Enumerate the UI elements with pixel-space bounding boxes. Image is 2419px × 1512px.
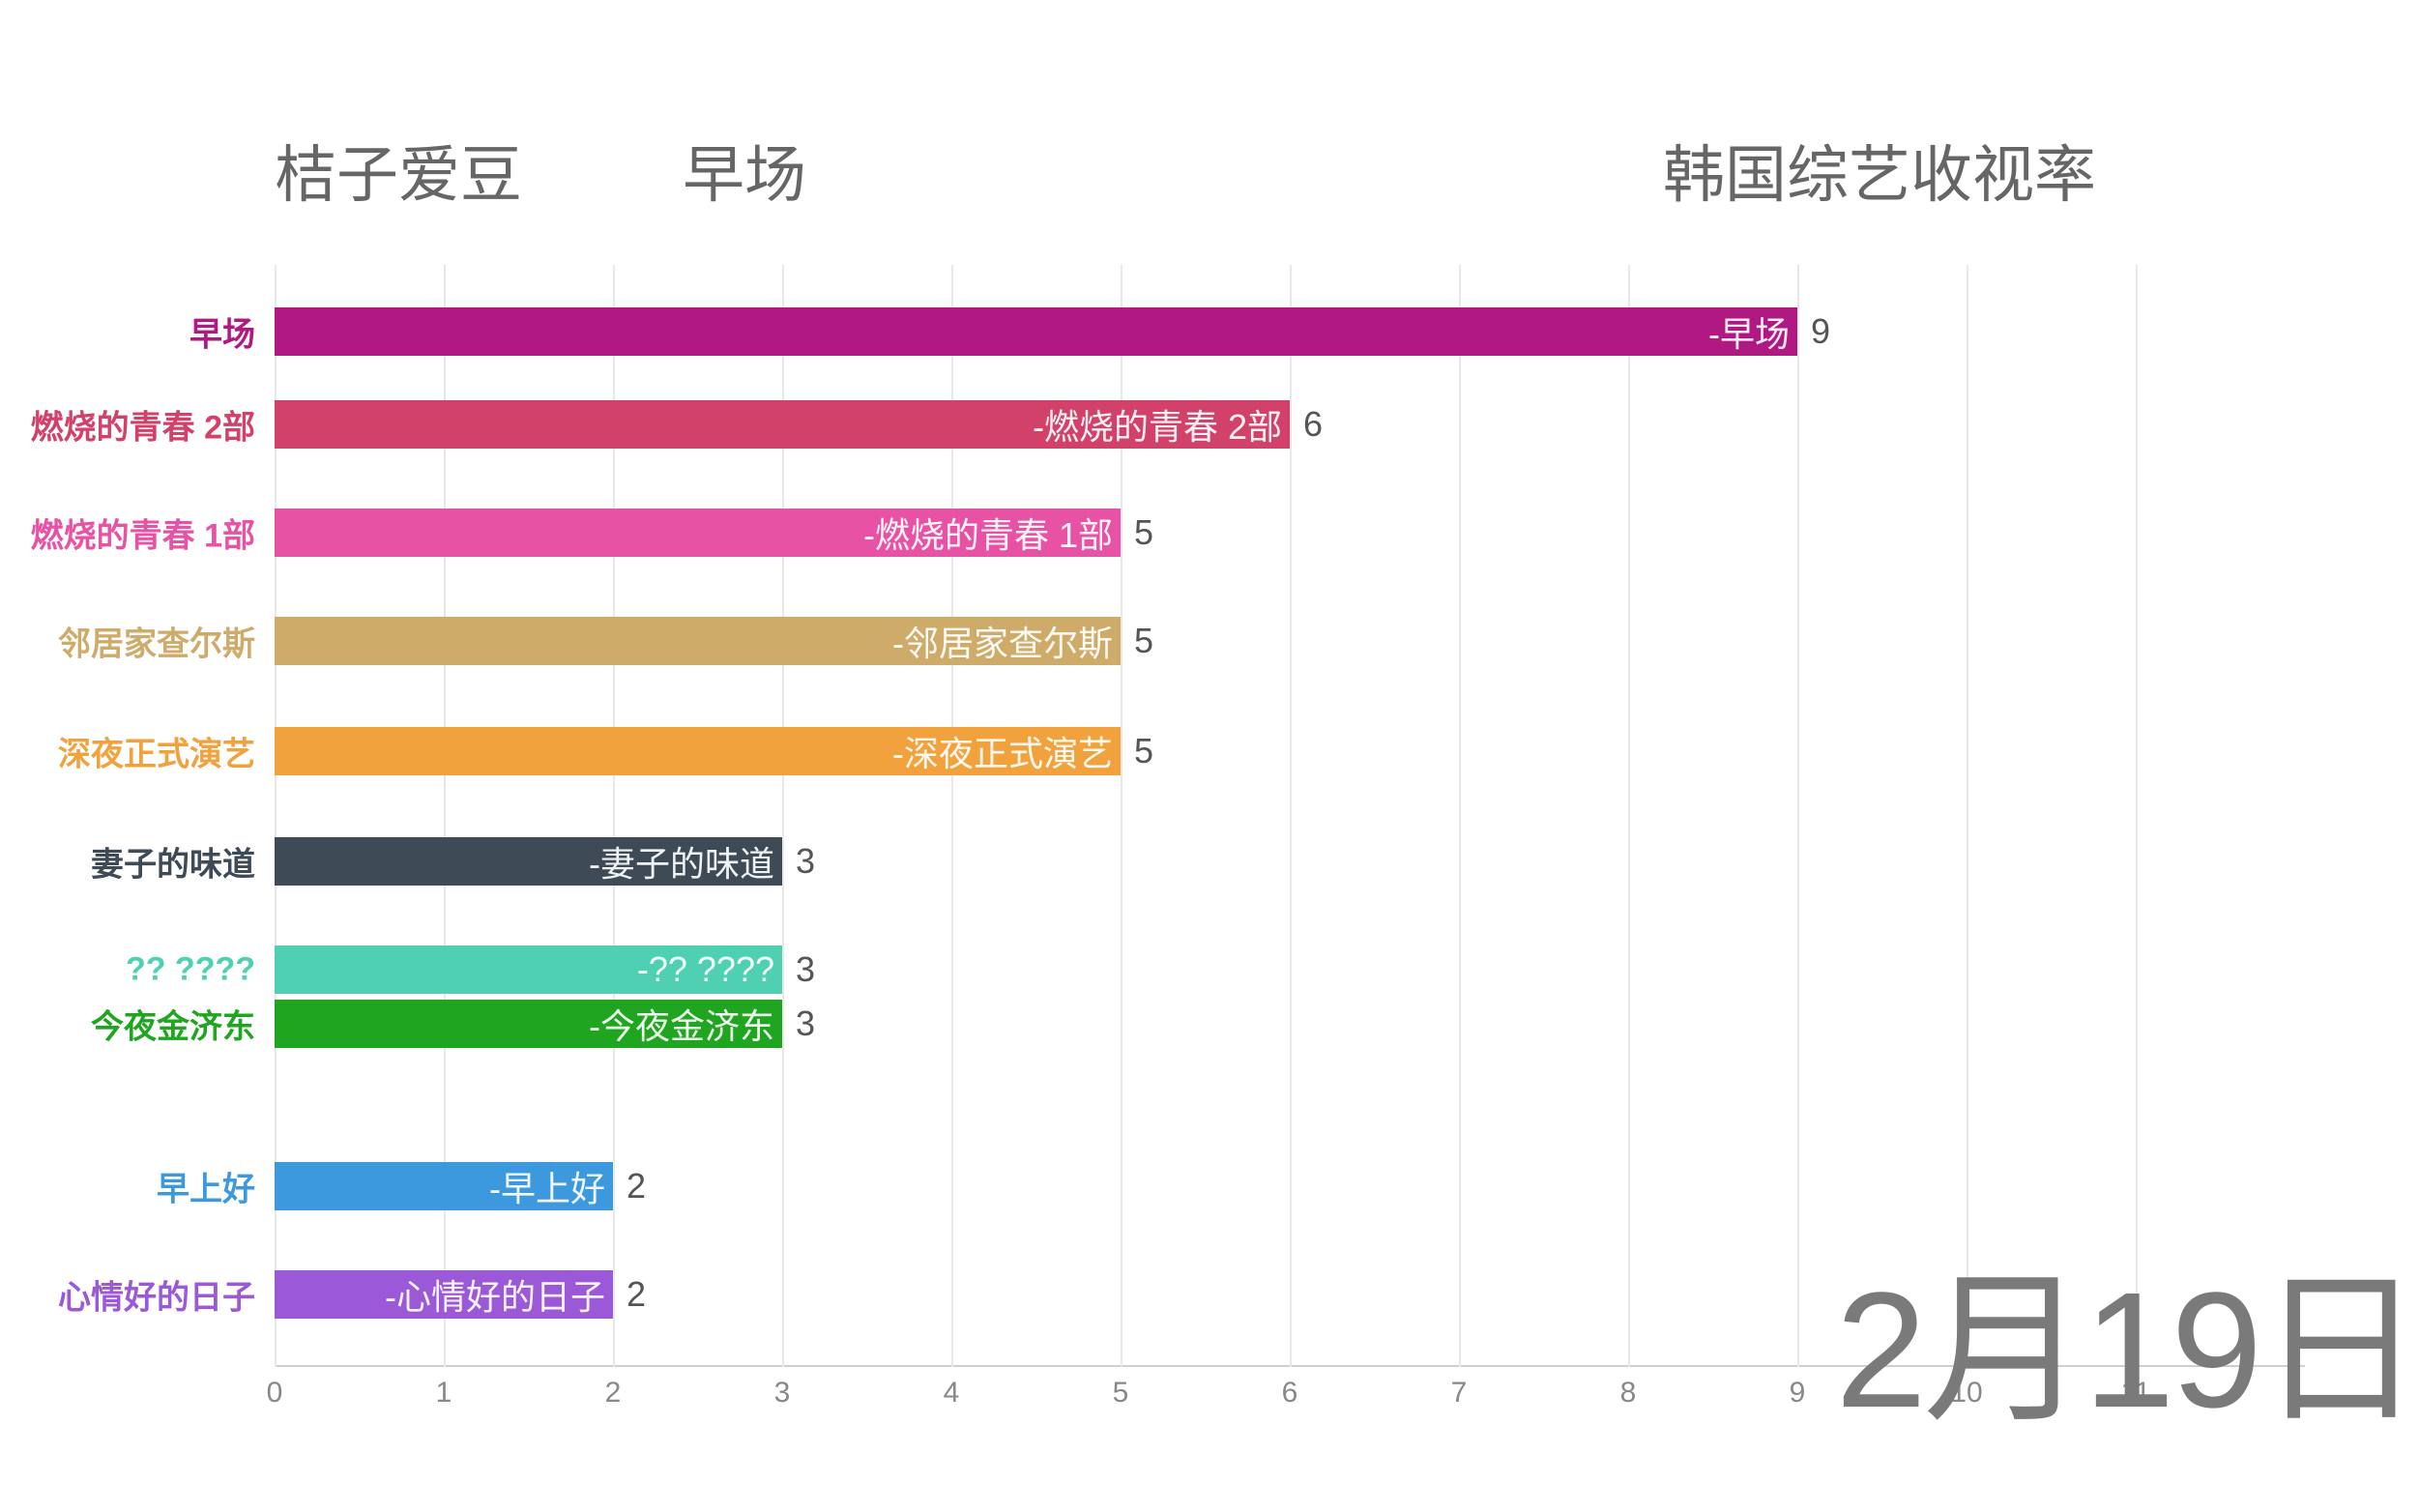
x-tick-label: 4 — [944, 1377, 960, 1410]
date-watermark: 2月19日 — [1835, 1216, 2419, 1454]
header-center: 早场 — [683, 126, 806, 215]
x-tick-label: 2 — [605, 1377, 622, 1410]
bar-category-label: 早场 — [189, 308, 255, 356]
bar-category-label: 燃烧的青春 1部 — [31, 509, 255, 557]
header-right: 韩国综艺收视率 — [1663, 126, 2096, 215]
gridline — [1628, 265, 1630, 1367]
x-tick-label: 6 — [1282, 1377, 1298, 1410]
bar-inner-label: -燃烧的青春 2部 — [1033, 399, 1282, 450]
gridline — [2136, 265, 2138, 1367]
bar: -邻居家查尔斯 — [275, 617, 1121, 665]
bar-value-label: 5 — [1134, 621, 1153, 661]
bar: -今夜金济东 — [275, 1000, 782, 1048]
bar-value-label: 6 — [1303, 404, 1323, 445]
bar-category-label: 今夜金济东 — [91, 1001, 255, 1048]
x-tick-label: 1 — [436, 1377, 452, 1410]
bar: -早场 — [275, 307, 1797, 356]
gridline — [1797, 265, 1799, 1367]
bar-value-label: 5 — [1134, 512, 1153, 553]
bar-inner-label: -今夜金济东 — [589, 999, 774, 1049]
bar-value-label: 9 — [1811, 311, 1830, 352]
x-tick-label: 9 — [1790, 1377, 1806, 1410]
header-brand: 桔子爱豆 — [275, 126, 522, 215]
bar-value-label: 2 — [627, 1166, 646, 1207]
bar-inner-label: -早上好 — [489, 1161, 605, 1211]
bar: -妻子的味道 — [275, 837, 782, 886]
bar-category-label: 深夜正式演艺 — [58, 728, 255, 775]
bar: -心情好的日子 — [275, 1270, 613, 1319]
bar-category-label: 心情好的日子 — [58, 1271, 255, 1319]
bar-category-label: 早上好 — [157, 1163, 255, 1210]
bar-value-label: 3 — [796, 949, 815, 990]
bar: -燃烧的青春 1部 — [275, 509, 1121, 557]
bar-value-label: 3 — [796, 841, 815, 882]
bar: -燃烧的青春 2部 — [275, 400, 1290, 449]
bar-inner-label: -燃烧的青春 1部 — [863, 508, 1113, 558]
bar-inner-label: -深夜正式演艺 — [892, 726, 1113, 776]
x-tick-label: 8 — [1620, 1377, 1637, 1410]
bar-inner-label: -?? ???? — [637, 949, 774, 990]
bar-value-label: 3 — [796, 1003, 815, 1044]
x-tick-label: 7 — [1451, 1377, 1468, 1410]
bar-value-label: 5 — [1134, 731, 1153, 771]
bar-category-label: 燃烧的青春 2部 — [31, 401, 255, 449]
gridline — [1967, 265, 1968, 1367]
chart-header: 桔子爱豆 早场 韩国综艺收视率 — [0, 126, 2419, 213]
plot-area: 01234567891011早场-早场9燃烧的青春 2部-燃烧的青春 2部6燃烧… — [275, 265, 2305, 1367]
bar-inner-label: -妻子的味道 — [589, 836, 774, 887]
bar-category-label: ?? ???? — [126, 951, 255, 989]
bar-value-label: 2 — [627, 1274, 646, 1315]
bar: -早上好 — [275, 1162, 613, 1210]
bar: -深夜正式演艺 — [275, 727, 1121, 775]
gridline — [1290, 265, 1292, 1367]
bar-inner-label: -早场 — [1708, 306, 1790, 357]
gridline — [1459, 265, 1461, 1367]
bar-category-label: 邻居家查尔斯 — [58, 618, 255, 665]
bar: -?? ???? — [275, 945, 782, 994]
bar-inner-label: -心情好的日子 — [385, 1269, 605, 1320]
bar-category-label: 妻子的味道 — [91, 838, 255, 886]
bar-inner-label: -邻居家查尔斯 — [892, 616, 1113, 666]
x-tick-label: 3 — [774, 1377, 791, 1410]
x-tick-label: 0 — [267, 1377, 283, 1410]
x-tick-label: 5 — [1113, 1377, 1129, 1410]
